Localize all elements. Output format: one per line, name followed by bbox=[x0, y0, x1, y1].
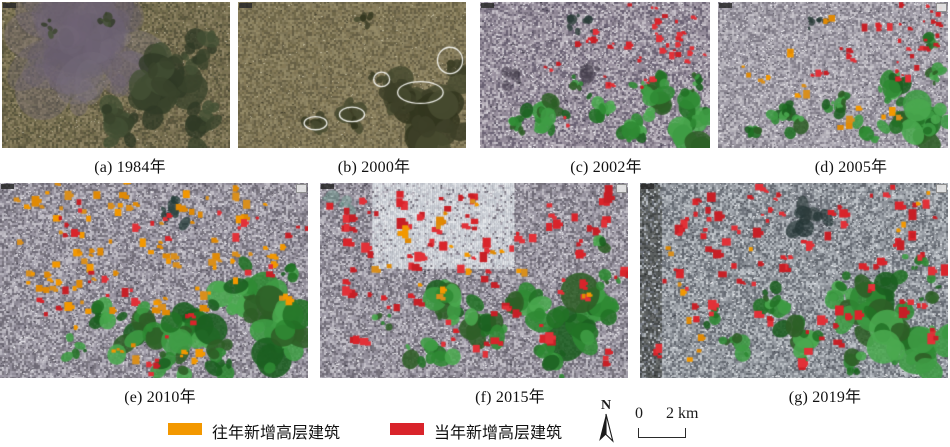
scale-bar-start-label: 0 bbox=[635, 405, 643, 422]
panel-1984-image bbox=[2, 2, 230, 148]
legend-label-previous-years: 往年新增高层建筑 bbox=[212, 425, 341, 442]
panel-caption-c: (c) 2002年 bbox=[570, 159, 642, 176]
satellite-image-canvas bbox=[718, 2, 948, 148]
inset-marker-badge bbox=[936, 184, 947, 193]
panel-2002-image bbox=[480, 2, 710, 148]
satellite-image-canvas bbox=[320, 183, 628, 378]
scale-bar: 0 2 km bbox=[630, 404, 720, 444]
legend-label-current-year: 当年新增高层建筑 bbox=[434, 425, 563, 442]
inset-marker-badge bbox=[616, 184, 627, 193]
inset-marker-badge bbox=[296, 184, 307, 193]
panel-caption-a: (a) 1984年 bbox=[94, 159, 166, 176]
panel-caption-e: (e) 2010年 bbox=[124, 389, 196, 406]
image-credit-badge bbox=[321, 184, 334, 189]
panel-2019-image bbox=[640, 183, 948, 378]
image-credit-badge bbox=[3, 3, 16, 8]
panel-2015-image bbox=[320, 183, 628, 378]
panel-caption-b: (b) 2000年 bbox=[337, 159, 411, 176]
legend-swatch-previous-years bbox=[168, 423, 202, 435]
satellite-image-canvas bbox=[640, 183, 948, 378]
satellite-image-canvas bbox=[0, 183, 308, 378]
inset-marker-badge bbox=[936, 3, 947, 12]
image-credit-badge bbox=[239, 3, 252, 8]
panel-caption-g: (g) 2019年 bbox=[788, 389, 862, 406]
image-credit-badge bbox=[481, 3, 494, 8]
north-arrow-label: N bbox=[600, 398, 612, 413]
image-credit-badge bbox=[1, 184, 14, 189]
north-arrow-icon bbox=[599, 413, 614, 443]
panel-2010-image bbox=[0, 183, 308, 378]
satellite-image-canvas bbox=[238, 2, 466, 148]
panel-2005-image bbox=[718, 2, 948, 148]
satellite-image-canvas bbox=[480, 2, 710, 148]
image-credit-badge bbox=[719, 3, 732, 8]
panel-caption-d: (d) 2005年 bbox=[814, 159, 888, 176]
panel-caption-f: (f) 2015年 bbox=[475, 389, 545, 406]
image-credit-badge bbox=[641, 184, 654, 189]
satellite-image-canvas bbox=[2, 2, 230, 148]
legend-swatch-current-year bbox=[390, 423, 424, 435]
north-arrow: N bbox=[593, 399, 619, 447]
panel-2000-image bbox=[238, 2, 466, 148]
scale-bar-bracket bbox=[638, 428, 686, 438]
scale-bar-end-label: 2 km bbox=[666, 405, 699, 422]
